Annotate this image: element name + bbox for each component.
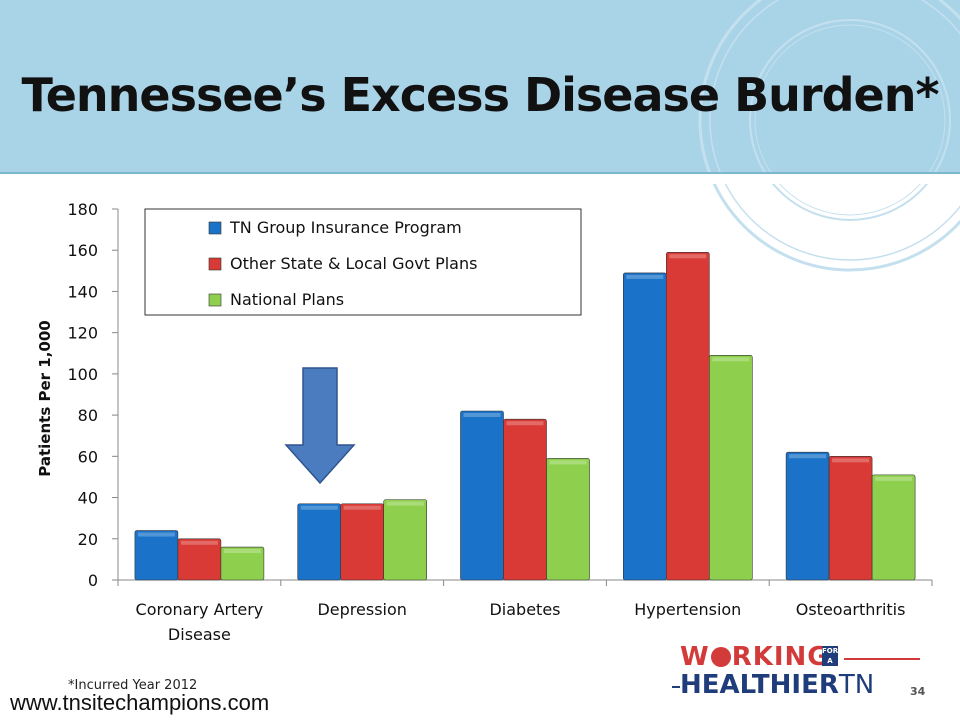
- legend-swatch-1: [208, 221, 222, 235]
- bar-highlight: [832, 458, 870, 463]
- logo-line1: W RKING: [680, 642, 830, 672]
- bar-highlight: [549, 460, 587, 465]
- bar-highlight: [343, 505, 381, 510]
- x-category-label: Hypertension: [634, 600, 741, 619]
- bar-hypertension-series-1: [622, 272, 667, 581]
- y-tick-label: 20: [78, 530, 98, 549]
- y-tick-label: 120: [67, 324, 98, 343]
- y-tick-label: 100: [67, 365, 98, 384]
- page-number: 34: [910, 685, 926, 698]
- legend-swatch-3: [208, 293, 222, 307]
- slide-title: Tennessee’s Excess Disease Burden*: [21, 68, 939, 122]
- bar-diabetes-series-1: [460, 410, 504, 581]
- logo-rule-red: [844, 658, 920, 660]
- x-category-label: Osteoarthritis: [796, 600, 906, 619]
- bar-osteoarthritis-series-2: [828, 456, 873, 581]
- bar-coronary-artery-disease-series-2: [177, 538, 222, 581]
- y-tick-label: 40: [78, 489, 98, 508]
- y-axis-label: Patients Per 1,000: [36, 320, 54, 476]
- logo-line2: HEALTHIERTN: [680, 670, 875, 700]
- bar-highlight: [180, 540, 218, 545]
- x-category-label: Diabetes: [489, 600, 560, 619]
- legend-label-2: Other State & Local Govt Plans: [230, 254, 477, 273]
- bar-highlight: [626, 274, 664, 279]
- bar-osteoarthritis-series-1: [785, 451, 830, 581]
- bar-highlight: [669, 254, 707, 259]
- bar-highlight: [712, 357, 750, 362]
- bar-chart: 0 20 40 60 80 100 120 140 160 180 Patients Per 1,0…: [36, 200, 933, 644]
- bar-osteoarthritis-series-3: [871, 474, 916, 581]
- bar-coronary-artery-disease-series-3: [220, 546, 265, 581]
- down-arrow-icon: [284, 367, 356, 485]
- logo-rule-blue: [672, 686, 680, 688]
- bar-depression-series-3: [383, 499, 428, 581]
- header-divider: [0, 172, 960, 184]
- x-category-label: Coronary Artery: [136, 600, 264, 619]
- x-category-label: Disease: [168, 625, 231, 644]
- y-tick-label: 80: [78, 406, 98, 425]
- bar-highlight: [137, 532, 175, 537]
- website-url[interactable]: www.tnsitechampions.com: [10, 690, 270, 715]
- logo-circle-icon: [710, 647, 731, 667]
- footnote: *Incurred Year 2012: [68, 678, 198, 693]
- y-tick-label: 160: [67, 241, 98, 260]
- bar-coronary-artery-disease-series-1: [134, 530, 179, 581]
- title-banner: [0, 0, 960, 172]
- bar-depression-series-2: [340, 503, 385, 581]
- bar-highlight: [506, 421, 544, 426]
- bar-highlight: [463, 412, 501, 417]
- y-tick-label: 60: [78, 447, 98, 466]
- bar-highlight: [789, 454, 827, 459]
- bar-depression-series-1: [297, 503, 342, 581]
- y-tick-label: 0: [88, 571, 98, 590]
- working-for-healthier-tn-logo: W RKING FOR A HEALTHIERTN: [672, 642, 920, 700]
- y-tick-label: 180: [67, 200, 98, 219]
- logo-for-badge: FOR A: [822, 646, 839, 666]
- bar-hypertension-series-3: [708, 355, 753, 581]
- bar-highlight: [223, 549, 261, 554]
- x-category-label: Depression: [317, 600, 406, 619]
- bar-hypertension-series-2: [665, 251, 710, 581]
- bar-diabetes-series-2: [503, 418, 547, 581]
- bar-highlight: [386, 501, 424, 506]
- bar-diabetes-series-3: [546, 458, 590, 581]
- y-tick-label: 140: [67, 282, 98, 301]
- legend-label-1: TN Group Insurance Program: [229, 218, 462, 237]
- legend-swatch-2: [208, 257, 222, 271]
- legend-label-3: National Plans: [230, 290, 344, 309]
- bar-highlight: [875, 476, 913, 481]
- state-seal-watermark: [698, 0, 960, 272]
- bar-highlight: [300, 505, 338, 510]
